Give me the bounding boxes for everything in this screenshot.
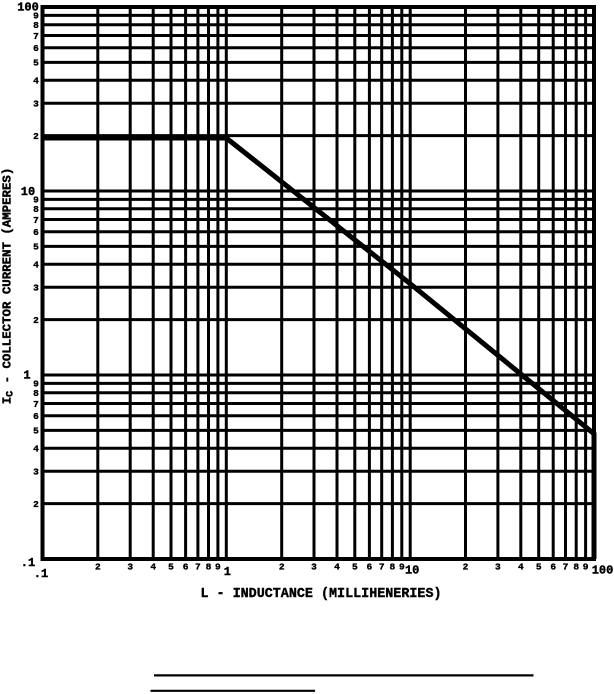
svg-text:100: 100 (17, 1, 39, 15)
svg-text:4: 4 (33, 260, 39, 271)
svg-text:IC - COLLECTOR CURRENT (AMPERE: IC - COLLECTOR CURRENT (AMPERES) (1, 168, 17, 405)
svg-text:9: 9 (215, 562, 221, 573)
svg-text:6: 6 (550, 562, 556, 573)
svg-text:5: 5 (352, 562, 358, 573)
svg-text:5: 5 (33, 58, 39, 69)
svg-text:9: 9 (399, 562, 405, 573)
svg-text:6: 6 (33, 411, 39, 422)
svg-text:6: 6 (33, 43, 39, 54)
svg-text:.1: .1 (34, 567, 48, 581)
svg-text:7: 7 (33, 399, 39, 410)
svg-text:2: 2 (463, 562, 469, 573)
svg-text:1: 1 (23, 369, 30, 383)
svg-text:9: 9 (33, 379, 39, 390)
svg-text:9: 9 (33, 195, 39, 206)
svg-text:2: 2 (95, 562, 101, 573)
svg-text:8: 8 (33, 20, 39, 31)
svg-text:4: 4 (33, 444, 39, 455)
svg-text:6: 6 (33, 227, 39, 238)
svg-text:3: 3 (33, 99, 39, 110)
svg-text:2: 2 (33, 131, 39, 142)
svg-text:7: 7 (563, 562, 569, 573)
svg-text:4: 4 (334, 562, 340, 573)
svg-text:4: 4 (518, 562, 524, 573)
svg-text:3: 3 (311, 562, 317, 573)
svg-text:3: 3 (33, 467, 39, 478)
svg-text:8: 8 (33, 388, 39, 399)
svg-text:5: 5 (168, 562, 174, 573)
svg-text:7: 7 (33, 215, 39, 226)
svg-text:2: 2 (33, 499, 39, 510)
svg-text:7: 7 (379, 562, 385, 573)
svg-text:5: 5 (33, 242, 39, 253)
svg-text:7: 7 (33, 31, 39, 42)
svg-text:100: 100 (592, 564, 614, 578)
svg-text:8: 8 (33, 204, 39, 215)
svg-text:6: 6 (183, 562, 189, 573)
svg-text:6: 6 (367, 562, 373, 573)
svg-text:3: 3 (127, 562, 133, 573)
svg-text:2: 2 (33, 315, 39, 326)
svg-text:10: 10 (405, 564, 419, 578)
svg-text:3: 3 (495, 562, 501, 573)
svg-text:9: 9 (33, 11, 39, 22)
svg-text:2: 2 (279, 562, 285, 573)
svg-text:7: 7 (195, 562, 201, 573)
svg-text:8: 8 (573, 562, 579, 573)
svg-text:1: 1 (224, 565, 231, 579)
svg-text:8: 8 (390, 562, 396, 573)
svg-text:9: 9 (583, 562, 589, 573)
svg-text:10: 10 (21, 185, 35, 199)
svg-text:8: 8 (206, 562, 212, 573)
svg-text:5: 5 (33, 426, 39, 437)
svg-text:4: 4 (150, 562, 156, 573)
svg-text:4: 4 (33, 76, 39, 87)
svg-text:.1: .1 (21, 556, 35, 570)
svg-text:L - INDUCTANCE (MILLIHENERIES): L - INDUCTANCE (MILLIHENERIES) (200, 587, 441, 602)
svg-text:5: 5 (536, 562, 542, 573)
svg-text:3: 3 (33, 283, 39, 294)
